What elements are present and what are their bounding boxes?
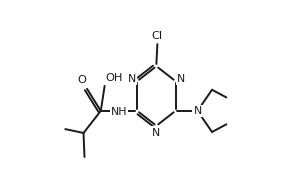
- Text: Cl: Cl: [152, 31, 163, 41]
- Text: NH: NH: [111, 107, 127, 117]
- Text: N: N: [177, 74, 185, 84]
- Text: O: O: [78, 74, 87, 85]
- Text: N: N: [128, 74, 136, 84]
- Text: N: N: [193, 106, 202, 116]
- Text: OH: OH: [106, 73, 123, 83]
- Text: N: N: [152, 127, 160, 137]
